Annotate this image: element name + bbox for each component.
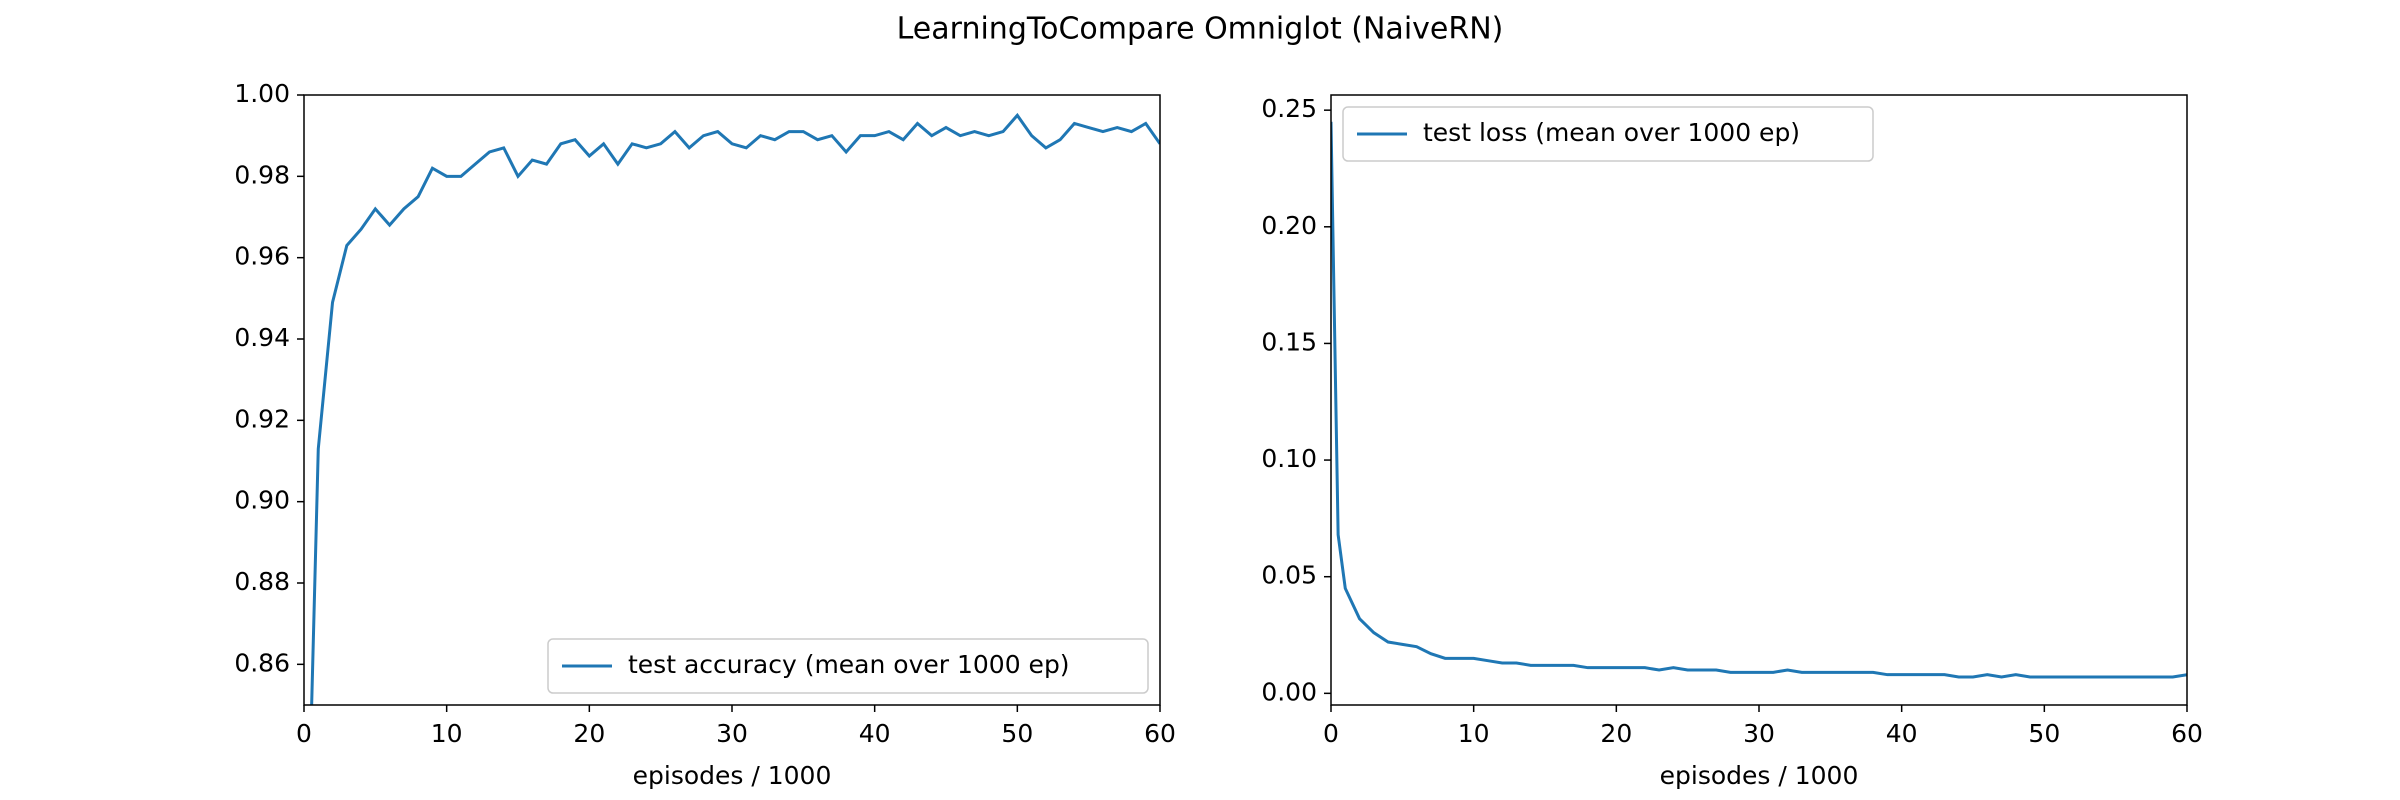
x-tick-label: 0: [296, 719, 312, 748]
y-tick-label: 0.92: [234, 404, 290, 433]
legend-box: [547, 638, 1149, 694]
line: [1331, 121, 2187, 679]
axes: 0 10 20 30 40 50 60 0.00 0.05 0.10 0.15 0.20 0.25 epi…: [1261, 94, 2203, 790]
x-tick-label: 0: [1323, 719, 1339, 748]
x-tick-label: 60: [2171, 719, 2203, 748]
legend-label: test loss (mean over 1000 ep): [1423, 118, 1800, 147]
x-tick-label: 20: [573, 719, 605, 748]
x-tick-label: 20: [1600, 719, 1632, 748]
axes-frame: [1330, 94, 2188, 706]
y-tick-label: 0.10: [1261, 444, 1317, 473]
x-tick-label: 30: [716, 719, 748, 748]
y-tick-label: 0.90: [234, 486, 290, 515]
y-tick-label: 0.00: [1261, 677, 1317, 706]
figure-title: LearningToCompare Omniglot (NaiveRN): [897, 12, 1504, 47]
x-tick-label: 40: [1886, 719, 1918, 748]
x-tick-label: 10: [1458, 719, 1490, 748]
y-tick-label: 0.88: [234, 567, 290, 596]
x-tick-label: 50: [2028, 719, 2060, 748]
x-tick-label: 50: [1001, 719, 1033, 748]
y-tick-label: 0.15: [1261, 327, 1317, 356]
y-tick-label: 0.98: [234, 160, 290, 189]
y-tick-label: 1.00: [234, 79, 290, 108]
legend-box: [1342, 106, 1874, 162]
x-tick-label: 40: [859, 719, 891, 748]
x-axis-label: episodes / 1000: [633, 761, 832, 790]
x-axis-label: episodes / 1000: [1660, 761, 1859, 790]
axes: 0 10 20 30 40 50 60 0.86 0.88 0.90 0.92 0.94 0.96 0.9…: [234, 79, 1176, 790]
line: [310, 112, 1160, 705]
y-tick-label: 0.20: [1261, 211, 1317, 240]
axes-frame: [303, 94, 1161, 706]
y-tick-label: 0.96: [234, 242, 290, 271]
x-tick-label: 60: [1144, 719, 1176, 748]
y-tick-label: 0.25: [1261, 94, 1317, 123]
y-tick-label: 0.86: [234, 648, 290, 677]
y-tick-label: 0.94: [234, 323, 290, 352]
legend-label: test accuracy (mean over 1000 ep): [628, 650, 1070, 679]
x-tick-label: 30: [1743, 719, 1775, 748]
y-tick-label: 0.05: [1261, 561, 1317, 590]
x-tick-label: 10: [431, 719, 463, 748]
